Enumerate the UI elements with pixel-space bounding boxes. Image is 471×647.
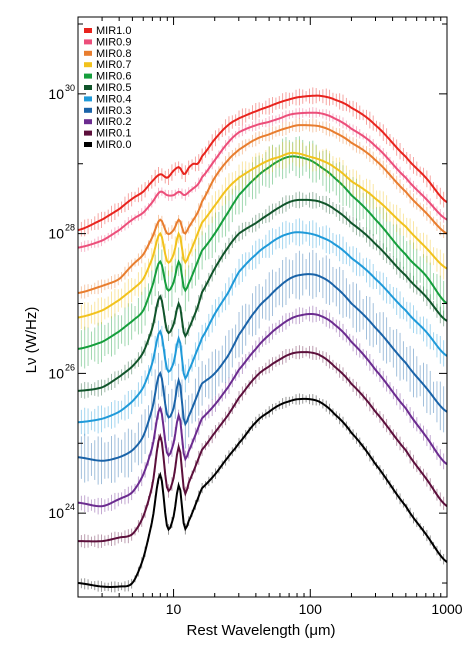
series-mir0-5 xyxy=(78,191,447,399)
series-line xyxy=(78,313,447,508)
series-line xyxy=(78,155,447,350)
series-line xyxy=(78,397,447,588)
legend-swatch xyxy=(84,39,92,45)
x-axis-label: Rest Wavelength (μm) xyxy=(187,622,336,639)
series-mir0-2 xyxy=(78,305,447,515)
legend-swatch xyxy=(84,107,92,113)
series-line xyxy=(78,94,447,232)
legend-label: MIR0.6 xyxy=(96,71,131,83)
series-mir0-7 xyxy=(78,139,447,331)
legend-label: MIR0.8 xyxy=(96,48,131,60)
x-tick-label: 10 xyxy=(166,601,182,617)
y-tick-label: 10 xyxy=(48,505,64,521)
y-tick-label: 10 xyxy=(48,226,64,242)
series-mir0-8 xyxy=(78,118,447,299)
y-axis-label: Lν (W/Hz) xyxy=(23,307,40,374)
series-line xyxy=(78,111,447,249)
series-mir0-4 xyxy=(78,218,447,436)
legend-label: MIR0.2 xyxy=(96,116,131,128)
series-mir0-3 xyxy=(78,249,447,485)
series-line xyxy=(78,124,447,295)
y-tick-exponent: 30 xyxy=(65,83,75,93)
series-line xyxy=(78,273,447,462)
series-mir1-0 xyxy=(78,87,447,237)
plot-area xyxy=(78,87,447,593)
series-mir0-9 xyxy=(78,107,447,252)
series-line xyxy=(78,151,447,319)
x-tick-label: 1000 xyxy=(431,601,462,617)
y-tick-exponent: 24 xyxy=(65,502,75,512)
y-tick-label: 10 xyxy=(48,86,64,102)
series-mir0-0 xyxy=(78,393,447,593)
legend-swatch xyxy=(84,50,92,56)
legend-swatch xyxy=(84,119,92,125)
legend-label: MIR1.0 xyxy=(96,25,131,37)
legend-label: MIR0.9 xyxy=(96,36,131,48)
plot-frame xyxy=(77,16,448,598)
legend-swatch xyxy=(84,130,92,136)
legend-swatch xyxy=(84,73,92,79)
legend-swatch xyxy=(84,28,92,33)
y-tick-exponent: 28 xyxy=(65,223,75,233)
series-line xyxy=(78,351,447,543)
y-tick-label: 10 xyxy=(48,365,64,381)
series-mir0-1 xyxy=(78,345,447,549)
series-line xyxy=(78,231,447,424)
legend-swatch xyxy=(84,142,92,147)
legend-swatch xyxy=(84,62,92,68)
legend: MIR1.0MIR0.9MIR0.8MIR0.7MIR0.6MIR0.5MIR0… xyxy=(84,25,131,151)
series-mir0-6 xyxy=(78,136,447,369)
y-tick-exponent: 26 xyxy=(65,362,75,372)
legend-label: MIR0.5 xyxy=(96,82,131,94)
x-tick-label: 100 xyxy=(299,601,323,617)
legend-label: MIR0.0 xyxy=(96,139,131,151)
legend-label: MIR0.7 xyxy=(96,59,131,71)
legend-label: MIR0.3 xyxy=(96,105,131,117)
legend-label: MIR0.1 xyxy=(96,128,131,140)
legend-label: MIR0.4 xyxy=(96,93,131,105)
series-line xyxy=(78,198,447,392)
legend-swatch xyxy=(84,85,92,90)
legend-swatch xyxy=(84,96,92,102)
